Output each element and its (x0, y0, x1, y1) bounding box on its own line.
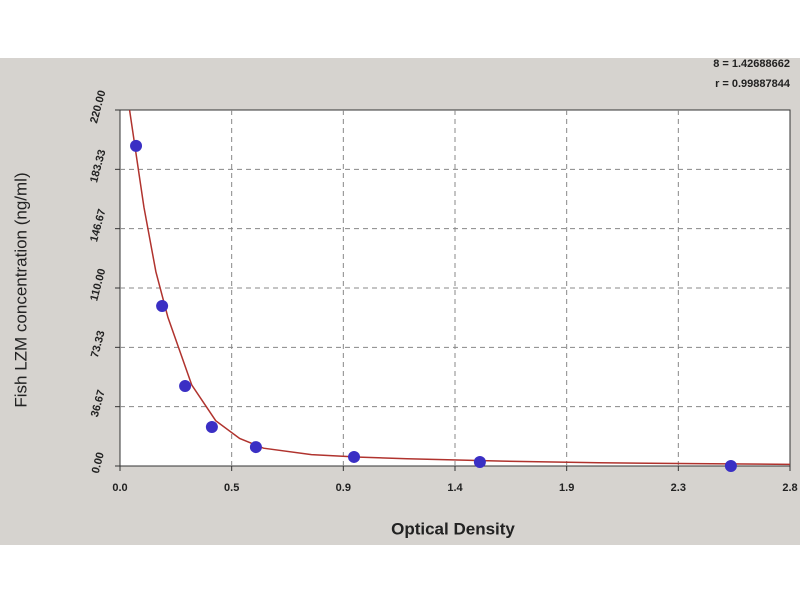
fit-curve (128, 109, 790, 466)
data-point (130, 139, 143, 152)
data-point (724, 460, 737, 472)
x-tick-label: 1.4 (447, 482, 463, 494)
x-tick-label: 0.9 (336, 482, 351, 494)
x-tick-label: 2.3 (671, 482, 686, 494)
x-axis-title: Optical Density (391, 519, 515, 538)
annotation: 8 = 1.42688662 (713, 58, 790, 70)
data-point (348, 450, 361, 463)
data-point (473, 455, 486, 468)
data-point (179, 380, 192, 393)
data-point (249, 441, 262, 454)
x-tick-label: 0.5 (224, 482, 239, 494)
x-tick-label: 1.9 (559, 482, 574, 494)
annotation: r = 0.99887844 (715, 78, 791, 90)
x-tick-label: 0.0 (112, 482, 127, 494)
y-tick-label: 0.00 (90, 451, 107, 475)
x-tick-label: 2.8 (782, 482, 797, 494)
data-point (205, 421, 218, 434)
y-axis-title: Fish LZM concentration (ng/ml) (11, 172, 30, 407)
data-point (156, 299, 169, 312)
